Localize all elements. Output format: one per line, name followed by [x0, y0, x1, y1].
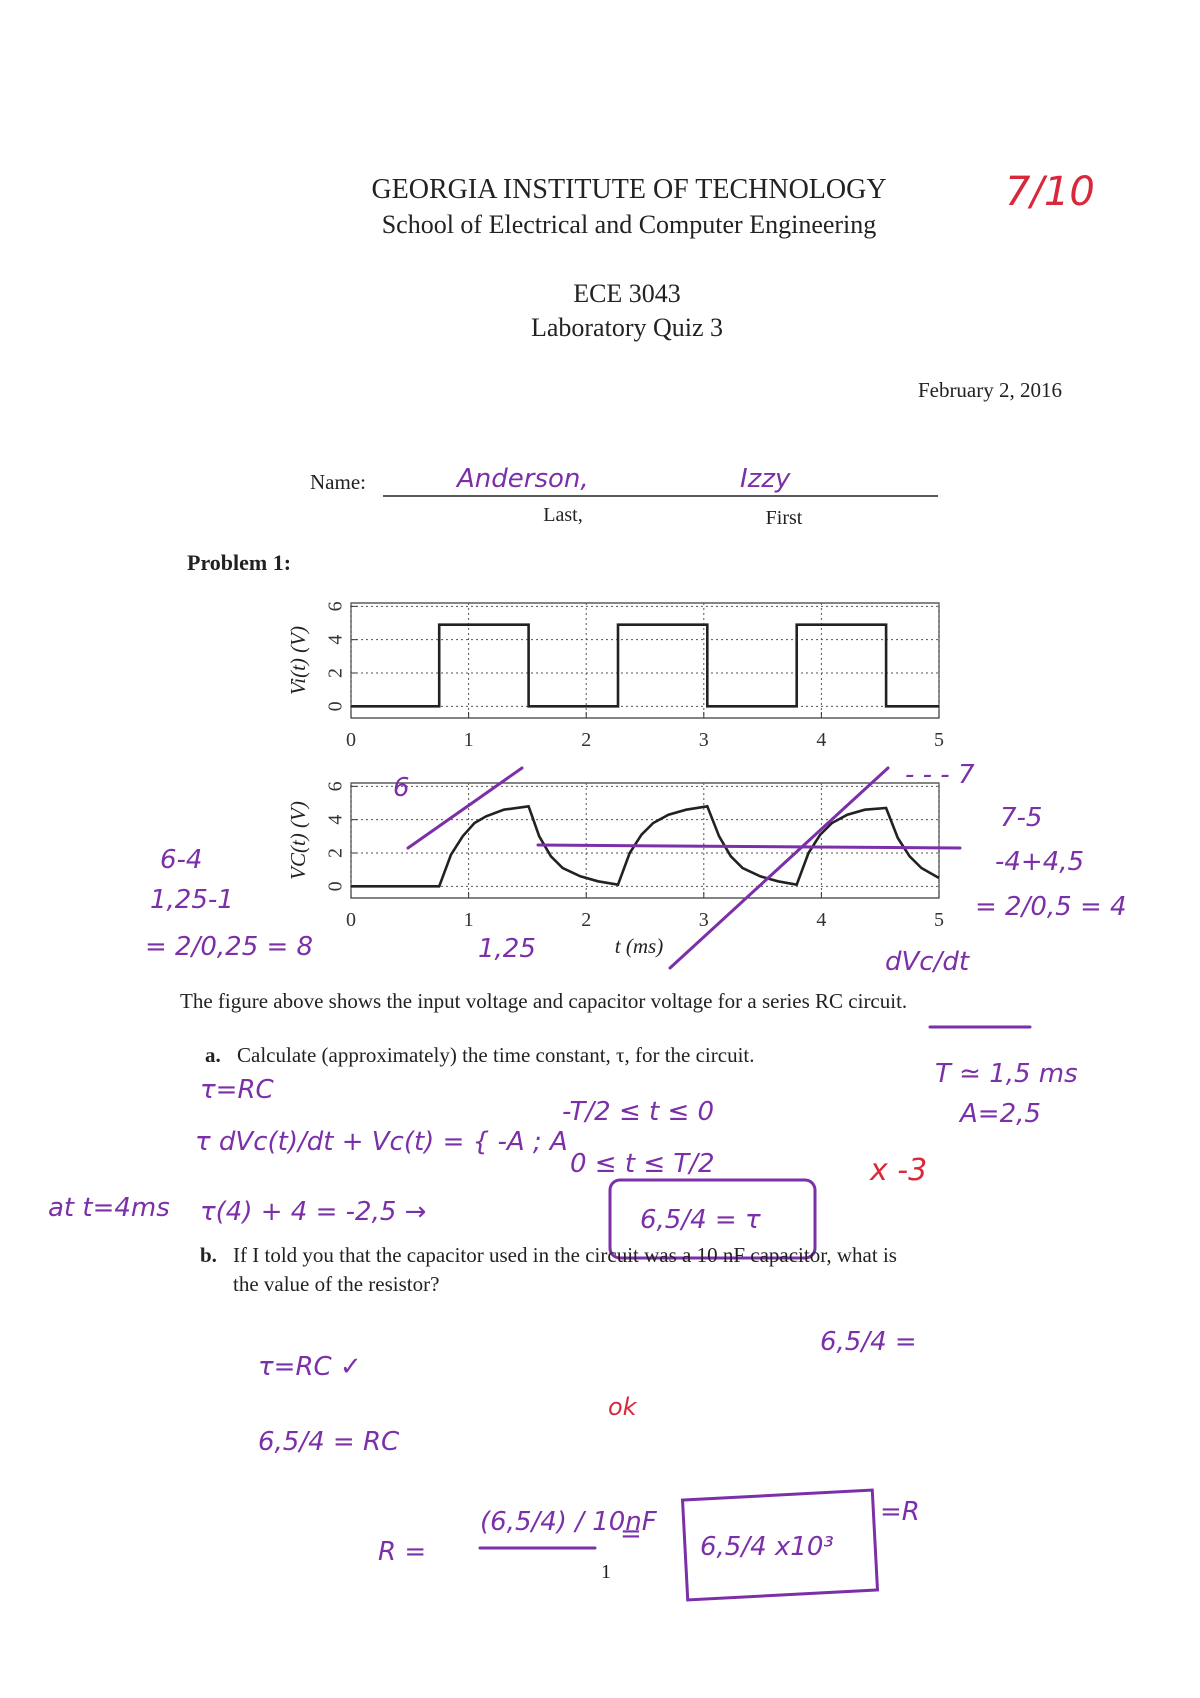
x-tick-label: 4: [816, 909, 826, 931]
handwriting: R =: [378, 1537, 426, 1567]
y-tick-label: 0: [325, 701, 347, 711]
problem-title: Problem 1:: [187, 550, 291, 575]
handwriting: 6-4: [160, 845, 202, 875]
answer-box: [608, 1178, 817, 1260]
name-label: Name:: [310, 470, 366, 494]
x-tick-label: 3: [699, 729, 709, 751]
x-tick-label: 0: [346, 729, 356, 751]
handwriting: - - - 7: [905, 760, 975, 790]
waveform: [351, 804, 940, 888]
x-tick-label: 4: [816, 729, 826, 751]
answer-box: [680, 1488, 880, 1602]
handwriting: 6,5/4 x10³: [700, 1532, 834, 1562]
handwriting: at t=4ms: [48, 1193, 170, 1223]
y-tick-label: 6: [325, 601, 347, 611]
handwriting: = 2/0,25 = 8: [145, 932, 313, 962]
grade: 7/10: [1005, 169, 1095, 215]
average-line: [536, 843, 962, 850]
handwriting: τ=RC: [200, 1075, 275, 1105]
handwriting: 0 ≤ t ≤ T/2: [570, 1149, 715, 1179]
plot-frame: [350, 602, 940, 719]
handwriting: τ=RC ✓: [258, 1352, 362, 1382]
y-tick-label: 2: [325, 668, 347, 678]
figure-caption: The figure above shows the input voltage…: [180, 989, 907, 1013]
question-label: b.: [200, 1243, 217, 1267]
handwriting: dVc/dt: [885, 947, 970, 977]
date: February 2, 2016: [918, 378, 1062, 402]
grading-mark: ok: [608, 1393, 638, 1421]
handwriting: 7-5: [1000, 803, 1042, 833]
x-tick-label: 3: [699, 909, 709, 931]
handwriting: =R: [880, 1497, 920, 1527]
x-tick-label: 1: [464, 909, 474, 931]
tangent-line: [406, 766, 524, 850]
handwriting: -4+4,5: [995, 847, 1084, 877]
x-axis-label: t (ms): [615, 934, 663, 958]
x-tick-label: 1: [464, 729, 474, 751]
x-tick-label: 5: [934, 729, 944, 751]
handwriting: =: [620, 1519, 642, 1549]
handwriting: τ(4) + 4 = -2,5 →: [200, 1197, 426, 1227]
page-number: 1: [601, 1561, 611, 1583]
school: School of Electrical and Computer Engine…: [382, 210, 877, 239]
last-name: Anderson,: [455, 464, 589, 494]
handwriting: 1,25-1: [150, 885, 234, 915]
institution: GEORGIA INSTITUTE OF TECHNOLOGY: [371, 174, 886, 205]
x-tick-label: 2: [581, 729, 591, 751]
y-tick-label: 2: [325, 848, 347, 858]
handwriting: = 2/0,5 = 4: [975, 892, 1127, 922]
y-tick-label: 4: [325, 635, 347, 645]
last-caption: Last,: [543, 504, 582, 526]
handwriting: 6: [393, 773, 410, 803]
grading-mark: x -3: [869, 1153, 927, 1188]
handwriting: 1,25: [478, 934, 536, 964]
first-caption: First: [766, 507, 803, 529]
y-axis-label: VC(t) (V): [286, 801, 310, 880]
question-text: Calculate (approximately) the time const…: [237, 1043, 755, 1067]
question-label: a.: [205, 1043, 221, 1067]
handwriting: (6,5/4) / 10nF: [480, 1507, 658, 1537]
x-tick-label: 5: [934, 909, 944, 931]
handwriting: A=2,5: [958, 1099, 1041, 1129]
x-tick-label: 0: [346, 909, 356, 931]
plot-frame: [350, 782, 940, 899]
tangent-line: [668, 766, 890, 970]
figure: 0 2 4 6 0 1 2 3 4 5 Vi(t) (V) 0 2 4 6 0 1 2 3 4 5 VC(t) (V): [286, 601, 944, 931]
handwriting: 6,5/4 = τ: [640, 1205, 761, 1235]
first-name: Izzy: [740, 464, 791, 494]
y-tick-label: 4: [325, 815, 347, 825]
handwriting: 6,5/4 = RC: [258, 1427, 400, 1457]
waveform: [351, 623, 939, 708]
question-text: If I told you that the capacitor used in…: [233, 1243, 897, 1267]
handwriting: T ≃ 1,5 ms: [935, 1059, 1078, 1089]
course: ECE 3043: [573, 279, 681, 308]
quiz-title: Laboratory Quiz 3: [531, 313, 723, 342]
y-tick-label: 6: [325, 781, 347, 791]
handwriting: -T/2 ≤ t ≤ 0: [562, 1097, 714, 1127]
y-tick-label: 0: [325, 881, 347, 891]
y-axis-label: Vi(t) (V): [286, 626, 310, 695]
x-tick-label: 2: [581, 909, 591, 931]
handwriting: τ dVc(t)/dt + Vc(t) = { -A ; A: [195, 1127, 568, 1157]
handwriting: 6,5/4 =: [820, 1327, 917, 1357]
question-text: the value of the resistor?: [233, 1272, 439, 1296]
